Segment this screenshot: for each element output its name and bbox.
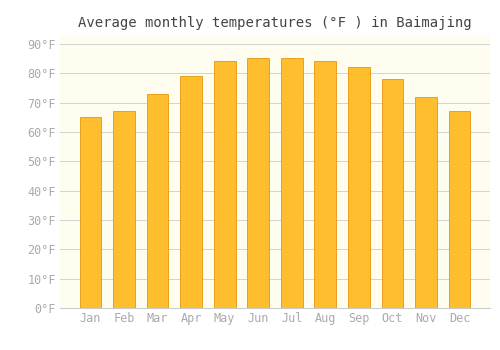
Bar (113, 111, 135, 308)
Bar (214, 61, 236, 308)
Title: Average monthly temperatures (°F ) in Baimajing: Average monthly temperatures (°F ) in Ba… (78, 16, 472, 30)
Bar (314, 61, 336, 308)
Bar (281, 58, 302, 308)
Bar (180, 76, 202, 308)
Bar (80, 117, 102, 308)
Bar (448, 111, 470, 308)
Bar (248, 58, 269, 308)
Bar (382, 79, 404, 308)
Bar (348, 67, 370, 308)
Bar (146, 94, 169, 308)
Bar (415, 97, 437, 308)
